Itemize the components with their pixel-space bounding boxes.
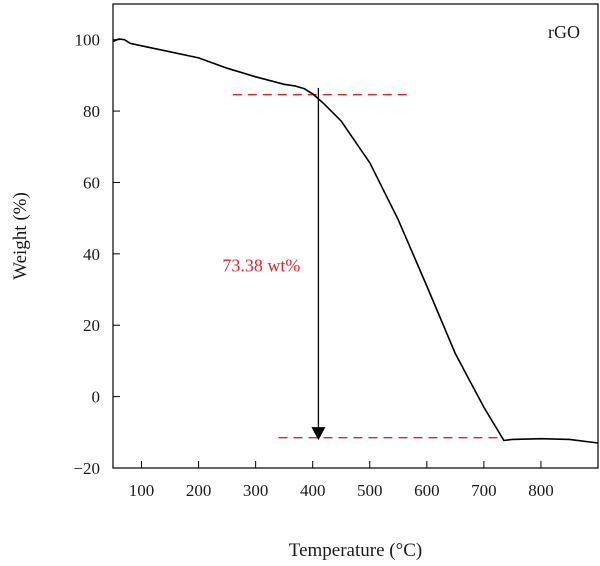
x-axis-title: Temperature (°C): [289, 540, 422, 561]
x-tick-label: 200: [186, 481, 212, 500]
y-tick-label: 60: [83, 173, 100, 192]
y-tick-label: 40: [83, 245, 100, 264]
x-tick-label: 700: [471, 481, 497, 500]
series-line-rgo: [112, 38, 599, 444]
x-tick-label: 300: [243, 481, 269, 500]
y-tick-label: 80: [83, 102, 100, 121]
y-tick-label: 0: [92, 388, 101, 407]
x-tick-label: 800: [528, 481, 554, 500]
plot-frame: [112, 3, 599, 469]
plot-border: [112, 3, 599, 469]
y-tick-label: 20: [83, 316, 100, 335]
y-axis-ticks: −20 0 20 40 60 80 100: [73, 31, 120, 478]
x-tick-label: 500: [357, 481, 383, 500]
arrow-head: [311, 427, 326, 441]
x-axis-ticks: 100 200 300 400 500 600 700 800: [129, 461, 554, 500]
y-axis-title: Weight (%): [10, 192, 31, 280]
series-layer: [112, 38, 599, 444]
y-tick-label: 100: [75, 31, 101, 50]
x-tick-label: 600: [414, 481, 440, 500]
y-tick-label: −20: [73, 459, 100, 478]
x-tick-label: 100: [129, 481, 155, 500]
annotation-layer: [232, 87, 501, 441]
weight-loss-label: 73.38 wt%: [222, 256, 300, 276]
legend-entry-rgo: rGO: [548, 22, 580, 42]
x-tick-label: 400: [300, 481, 326, 500]
